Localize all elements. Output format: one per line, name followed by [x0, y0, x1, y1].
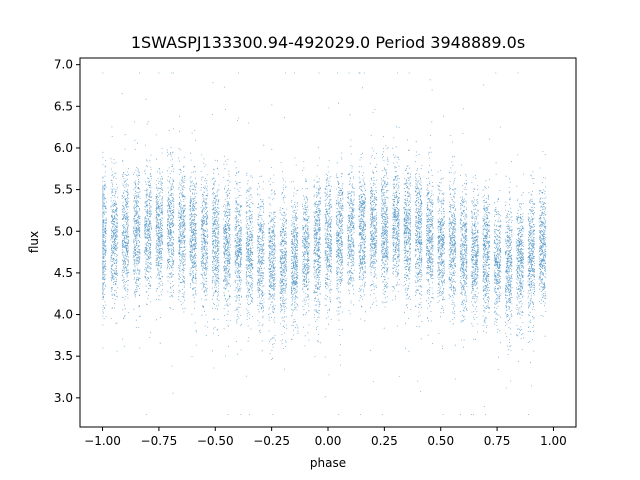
- x-tick-label: 0.25: [371, 434, 398, 448]
- x-tick-label: 0.75: [484, 434, 511, 448]
- y-tick-label: 4.0: [54, 308, 73, 322]
- x-tick-label: 0.50: [427, 434, 454, 448]
- x-tick-label: 1.00: [540, 434, 567, 448]
- y-tick-label: 6.5: [54, 99, 73, 113]
- y-tick-label: 7.0: [54, 58, 73, 72]
- x-axis-ticks: −1.00 −0.75 −0.50 −0.25 0.00 0.25 0.50 0.75 1.00: [84, 427, 567, 448]
- y-tick-label: 5.5: [54, 183, 73, 197]
- y-tick-label: 5.0: [54, 224, 73, 238]
- chart-title: 1SWASPJ133300.94-492029.0 Period 3948889…: [131, 33, 525, 52]
- y-axis-label: flux: [27, 231, 41, 253]
- x-axis-label: phase: [310, 456, 346, 470]
- y-axis-ticks: 3.0 3.5 4.0 4.5 5.0 5.5 6.0 6.5 7.0: [54, 58, 80, 405]
- y-tick-label: 3.0: [54, 391, 73, 405]
- y-tick-label: 6.0: [54, 141, 73, 155]
- y-tick-label: 4.5: [54, 266, 73, 280]
- x-tick-label: 0.00: [315, 434, 342, 448]
- x-tick-label: −0.25: [253, 434, 290, 448]
- x-tick-label: −0.75: [141, 434, 178, 448]
- scatter-points: [102, 72, 547, 415]
- x-tick-label: −0.50: [197, 434, 234, 448]
- flux-points: [102, 72, 547, 415]
- y-tick-label: 3.5: [54, 349, 73, 363]
- x-tick-label: −1.00: [84, 434, 121, 448]
